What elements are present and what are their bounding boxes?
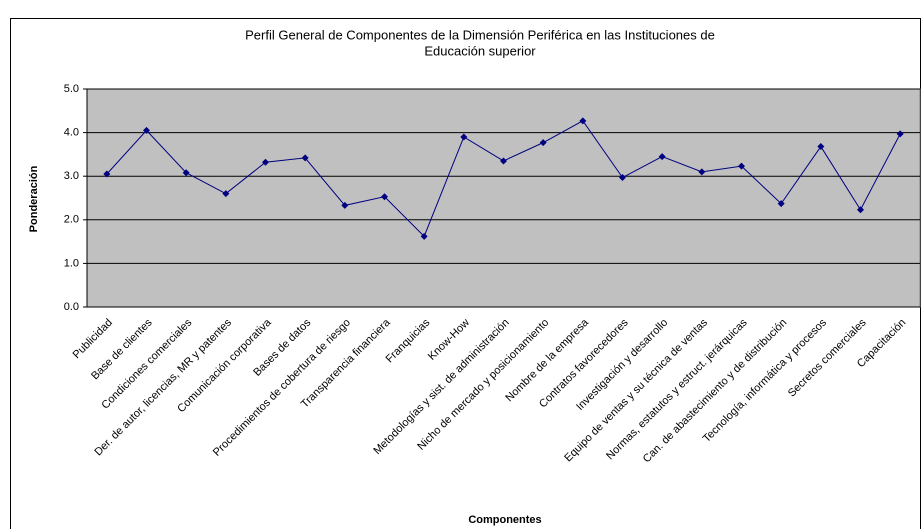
y-tick-label: 3.0 xyxy=(64,170,79,182)
marker xyxy=(539,139,547,147)
marker xyxy=(817,143,825,151)
marker xyxy=(222,190,230,198)
marker xyxy=(500,157,507,165)
marker xyxy=(857,206,864,214)
x-axis-title: Componentes xyxy=(468,514,541,526)
y-tick-label: 2.0 xyxy=(64,214,79,226)
y-tick-label: 5.0 xyxy=(64,83,79,95)
marker xyxy=(143,126,150,134)
y-tick-label: 0.0 xyxy=(64,301,79,313)
marker xyxy=(619,174,626,182)
marker xyxy=(777,200,785,208)
marker xyxy=(420,232,428,240)
chart-title: Perfil General de Componentes de la Dime… xyxy=(245,27,715,42)
marker xyxy=(301,154,309,162)
marker xyxy=(341,201,349,209)
marker xyxy=(896,130,904,138)
marker xyxy=(738,162,745,170)
marker xyxy=(182,169,190,177)
marker xyxy=(658,153,666,161)
marker xyxy=(103,170,111,178)
marker xyxy=(381,193,388,201)
marker xyxy=(262,158,269,166)
marker xyxy=(579,117,587,125)
marker xyxy=(698,168,706,176)
y-axis-title: Ponderación xyxy=(28,165,40,232)
y-tick-label: 1.0 xyxy=(64,257,79,269)
y-tick-label: 4.0 xyxy=(64,127,79,139)
marker xyxy=(460,133,468,141)
plot-area xyxy=(86,88,921,308)
chart-title: Educación superior xyxy=(424,43,536,58)
